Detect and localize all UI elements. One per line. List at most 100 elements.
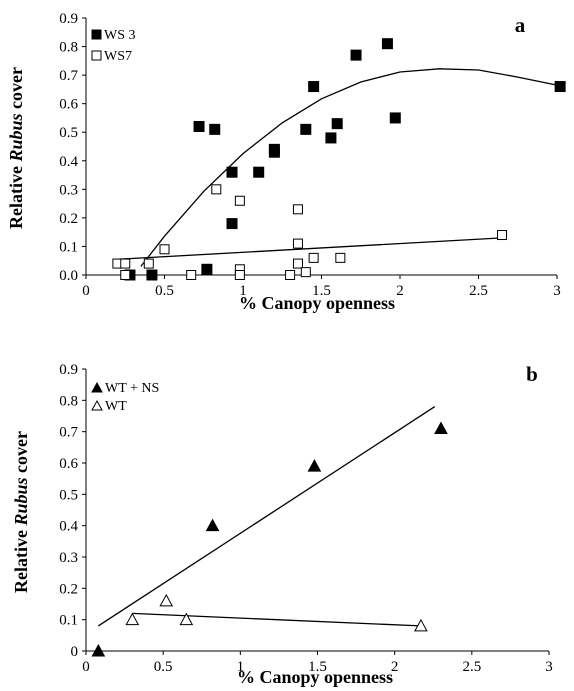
- panel-a-legend: WS 3 WS7: [91, 28, 136, 64]
- panel-a-y-tick-label: 0.5: [59, 125, 78, 141]
- panel-b-legend: WT + NS WT: [91, 381, 159, 414]
- panel-b-series1-point: [91, 643, 106, 657]
- panel-a-series2-point: [211, 184, 222, 195]
- panel-b-y-title-italic: Rubus: [11, 477, 31, 526]
- panel-b-series2-point: [159, 593, 174, 607]
- panel-a-series1-point: [193, 121, 205, 133]
- panel-a-series1-point: [381, 38, 393, 50]
- panel-b-series1-point: [434, 421, 448, 435]
- panel-a-series1-point: [226, 166, 238, 178]
- panel-a-y-tick-label: 0.2: [59, 211, 78, 227]
- legend-label-wt: WT: [105, 399, 127, 414]
- panel-a-x-tick-label: 3: [553, 283, 561, 299]
- legend-label-ws7: WS7: [104, 49, 132, 64]
- panel-a-y-title-part2: cover: [6, 67, 26, 113]
- panel-a-series1-point: [201, 263, 213, 275]
- panel-b-y-tick-label: 0.2: [59, 581, 78, 597]
- panel-a-series2-point: [497, 230, 508, 241]
- panel-a-series1-point: [331, 118, 343, 130]
- panel-a-series2-point: [143, 258, 154, 269]
- panel-a-series2-point: [159, 244, 170, 255]
- panel-b-y-tick-label: 0.3: [59, 550, 78, 566]
- panel-a-series1-point: [146, 269, 158, 281]
- panel-b-x-tick-label: 0.5: [154, 659, 173, 675]
- panel-a-series2-point: [234, 270, 245, 280]
- panel-b-y-tick-label: 0.4: [59, 519, 78, 535]
- panel-b-plot-area: 0 0.1 0.2 0.3 0.4 0.5 0.6 0.7 0.8 0.9 0 0.5 1 1.5 2 2.5…: [59, 362, 553, 675]
- panel-b-y-title-part1: Relative: [11, 526, 31, 593]
- panel-a-x-tick-label: 2.5: [469, 283, 488, 299]
- panel-a-y-tick-label: 0.1: [59, 239, 78, 255]
- panel-b-trendline-2: [132, 612, 421, 627]
- panel-a-series2-point: [300, 267, 311, 278]
- panel-a-series1-point: [325, 132, 337, 144]
- panel-a-series1-point: [350, 49, 362, 61]
- panel-a-series2-point: [120, 270, 131, 280]
- panel-b-x-tick-label: 1.5: [308, 659, 327, 675]
- legend-label-wt-ns: WT + NS: [105, 381, 159, 396]
- panel-b-x-tick-label: 2: [391, 659, 399, 675]
- panel-a-series1-point: [389, 112, 401, 124]
- panel-a-y-tick-label: 0.4: [59, 154, 78, 170]
- panel-a-series1-point: [268, 146, 280, 158]
- panel-b-y-tick-label: 0: [71, 644, 79, 660]
- panel-a-y-tick-label: 0.3: [59, 182, 78, 198]
- panel-a-series2-point: [292, 204, 303, 215]
- panel-b-y-axis-title: Relative Rubus cover: [11, 431, 31, 593]
- legend-swatch-ws7: [91, 50, 102, 61]
- panel-a-y-tick-label: 0.7: [59, 68, 78, 84]
- panel-b-y-tick-label: 0.7: [59, 425, 78, 441]
- panel-a-series1-point: [308, 81, 320, 93]
- panel-b-y-title-part2: cover: [11, 431, 31, 477]
- panel-b-x-axis-title: % Canopy openness: [237, 667, 393, 687]
- panel-a-x-tick-label: 0.5: [155, 283, 174, 299]
- legend-label-ws3: WS 3: [104, 28, 136, 43]
- legend-swatch-wt: [91, 399, 103, 411]
- svg-text:Relative Rubus cover: Relative Rubus cover: [6, 67, 26, 229]
- panel-b-trendline-1: [97, 406, 436, 627]
- panel-a-y-tick-label: 0.9: [59, 11, 78, 27]
- panel-a-series2-point: [292, 238, 303, 249]
- panel-a-y-title-part1: Relative: [6, 162, 26, 229]
- panel-b-series2-point: [125, 612, 140, 626]
- panel-a-series1-point: [209, 123, 221, 135]
- panel-b-y-tick-label: 0.8: [59, 393, 78, 409]
- panel-a-x-tick-label: 2: [396, 283, 404, 299]
- panel-a-series1-point: [300, 123, 312, 135]
- panel-b-y-tick-label: 0.5: [59, 487, 78, 503]
- panel-a-series2-point: [285, 270, 296, 280]
- panel-a-plot-area: 0.0 0.1 0.2 0.3 0.4 0.5 0.6 0.7 0.8 0.9 0 0.5 1 1.5 2 2…: [59, 11, 566, 299]
- panel-a-x-axis-title: % Canopy openness: [239, 293, 395, 313]
- panel-b-x-tick-label: 1: [237, 659, 245, 675]
- panel-b-series1-point: [307, 459, 322, 472]
- legend-swatch-ws3: [91, 29, 102, 40]
- panel-b-x-tick-label: 2.5: [462, 659, 481, 675]
- legend-swatch-wt-ns: [91, 381, 103, 393]
- panel-b-letter: b: [526, 362, 538, 386]
- panel-a-x-tick-label: 0: [82, 283, 90, 299]
- panel-a-series2-point: [234, 195, 245, 206]
- panel-a-x-tick-label: 1: [239, 283, 247, 299]
- svg-text:Relative Rubus cover: Relative Rubus cover: [11, 431, 31, 593]
- panel-a-x-tick-label: 1.5: [312, 283, 331, 299]
- panel-a-y-tick-label: 0.0: [59, 268, 78, 284]
- panel-a-y-tick-label: 0.6: [59, 97, 78, 113]
- panel-b-y-tick-label: 0.9: [59, 362, 78, 378]
- panel-a-trendline-1: [140, 68, 558, 267]
- panel-b: b Relative Rubus cover % Canopy openness…: [11, 362, 553, 687]
- panel-a-series1-point: [253, 166, 265, 178]
- panel-a-series1-point: [554, 81, 566, 93]
- panel-a-y-axis-title: Relative Rubus cover: [6, 67, 26, 229]
- panel-b-x-tick-label: 0: [82, 659, 90, 675]
- panel-a-series2-point: [335, 252, 346, 263]
- panel-a-series1-point: [226, 218, 238, 230]
- panel-a-trendline-2: [117, 237, 503, 260]
- panel-b-series2-point: [179, 612, 194, 626]
- panel-b-series2-point: [414, 618, 428, 632]
- panel-b-y-tick-label: 0.1: [59, 613, 78, 629]
- panel-a-series2-point: [308, 252, 319, 263]
- panel-b-x-tick-label: 3: [545, 659, 553, 675]
- panel-a-letter: a: [515, 13, 526, 37]
- panel-a-y-title-italic: Rubus: [6, 113, 26, 162]
